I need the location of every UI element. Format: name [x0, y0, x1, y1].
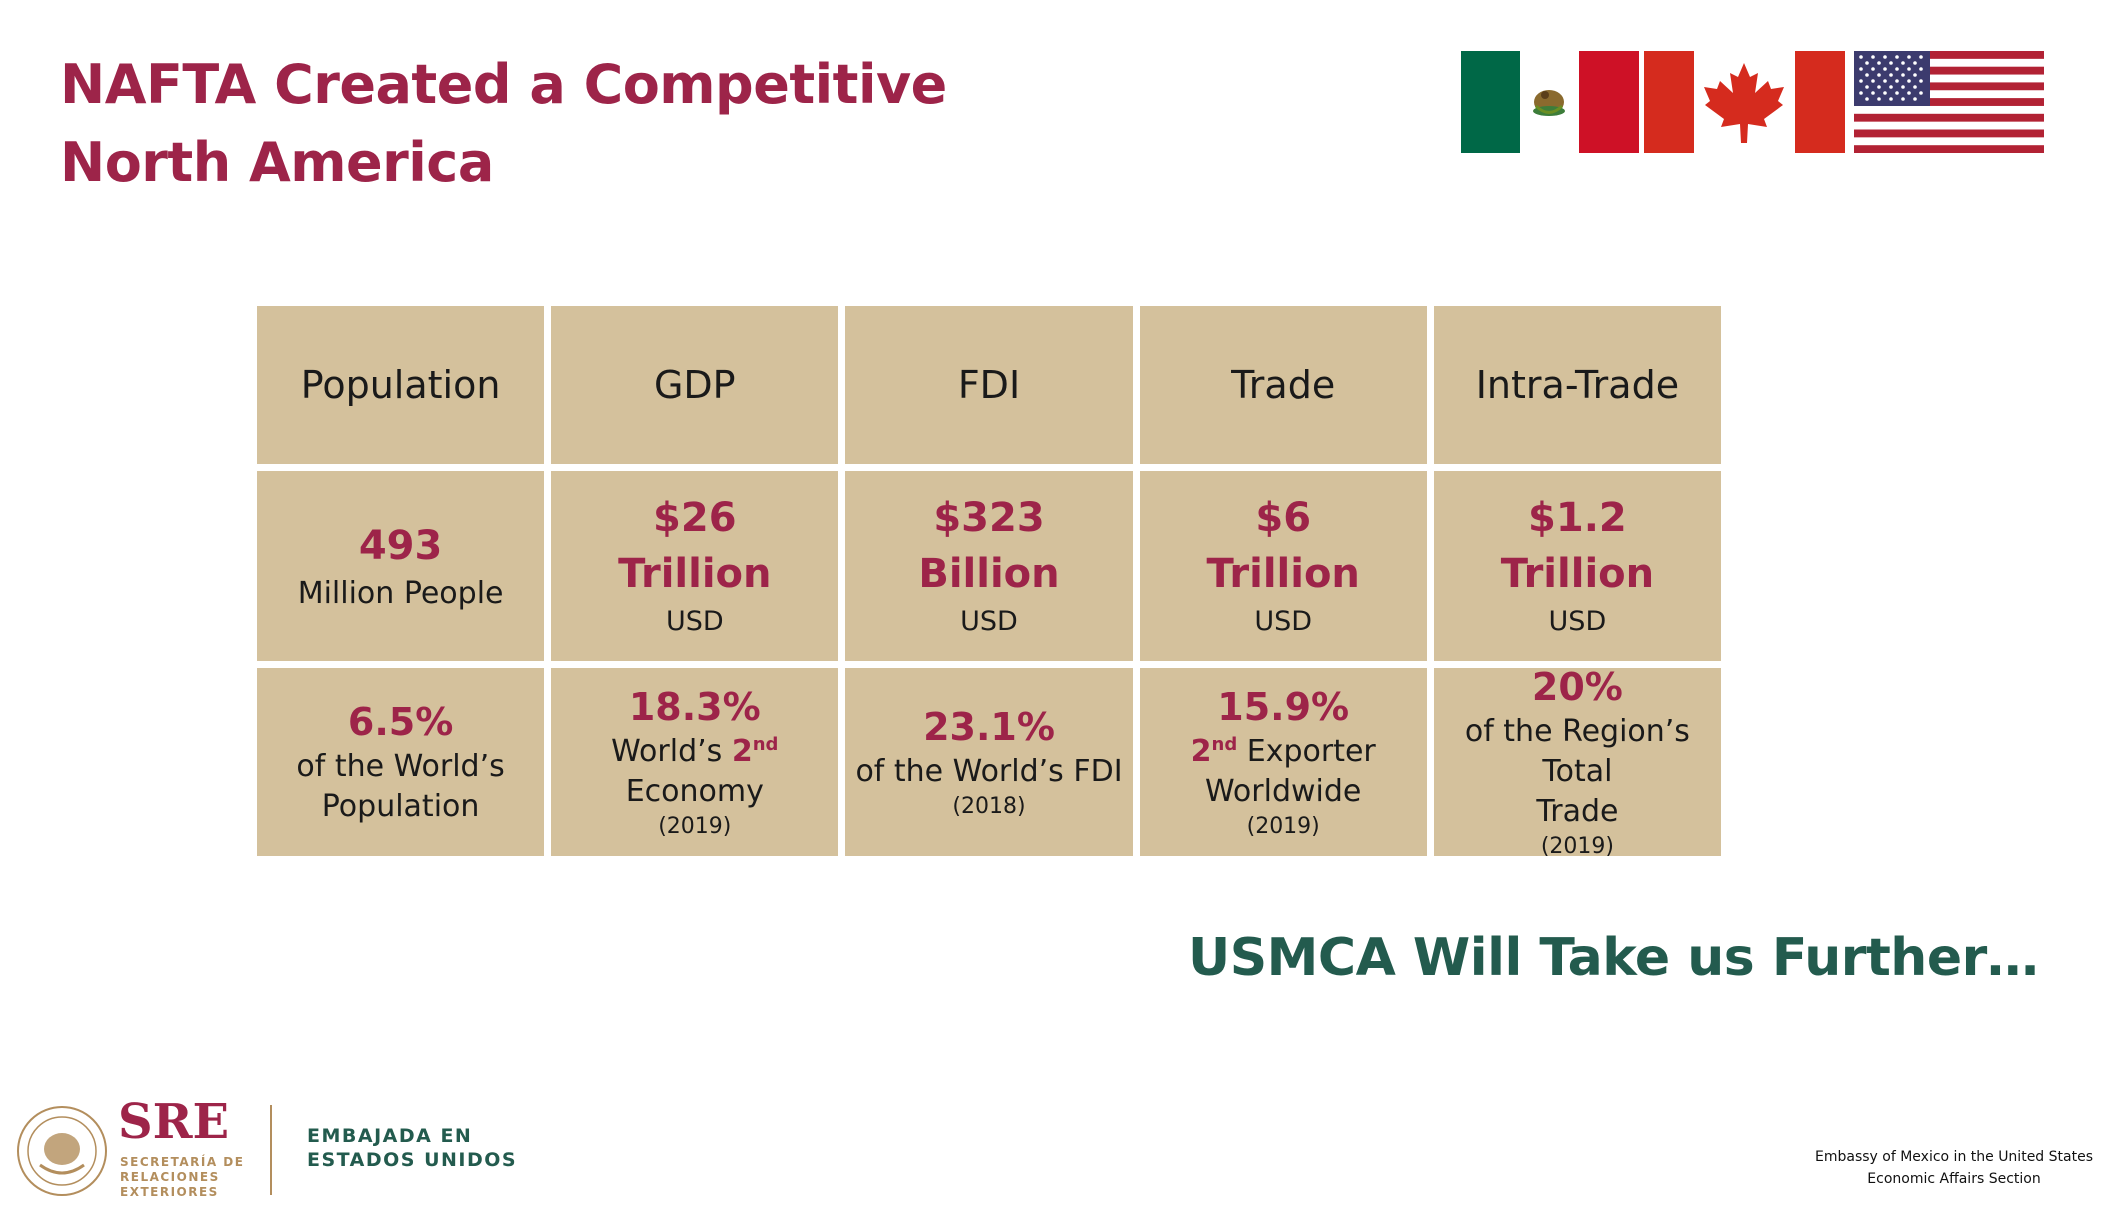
header-gdp: GDP: [551, 306, 839, 464]
sre-subtitle: SECRETARÍA DE RELACIONES EXTERIORES: [120, 1155, 244, 1200]
mexico-eagle-icon: [1533, 90, 1565, 116]
value-number: $323: [933, 495, 1045, 541]
sre-logo: SRE: [118, 1094, 230, 1150]
mexico-flag-icon: [1461, 51, 1520, 153]
value-currency: USD: [1548, 606, 1607, 637]
embajada-line-2: ESTADOS UNIDOS: [307, 1149, 518, 1171]
canada-flag-red: [1795, 51, 1845, 153]
usa-flag-icon: [1854, 51, 2044, 153]
canada-flag-center: [1694, 51, 1795, 153]
share-percent: 6.5%: [347, 700, 454, 744]
value-number: $1.2: [1528, 495, 1627, 541]
share-line-1: of the World’s FDI: [855, 754, 1123, 789]
sre-sub-line-2: RELACIONES: [120, 1170, 220, 1184]
share-gdp: 18.3% World’s 2nd Economy (2019): [551, 668, 839, 856]
value-unit: Million People: [297, 576, 504, 611]
embajada-label: EMBAJADA EN ESTADOS UNIDOS: [307, 1124, 517, 1172]
flags-strip: [1461, 51, 2044, 153]
share-line-1: World’s 2nd: [611, 732, 778, 772]
share-line-1: of the World’s: [296, 749, 505, 784]
value-fdi: $323 Billion USD: [845, 471, 1133, 661]
share-year: (2019): [658, 814, 732, 839]
share-year: (2019): [1540, 834, 1614, 859]
share-text: World’s: [611, 734, 732, 769]
value-unit: Billion: [918, 551, 1060, 597]
share-line-1: of the Region’s Total: [1464, 714, 1690, 789]
ordinal-suffix: nd: [752, 734, 779, 755]
title-line-2: North America: [60, 131, 494, 194]
value-currency: USD: [665, 606, 724, 637]
share-line-2: Economy: [625, 774, 764, 809]
share-line-1: 2nd Exporter: [1191, 732, 1376, 772]
embassy-line-2: Economic Affairs Section: [1867, 1171, 2041, 1187]
mexico-seal-icon: [17, 1106, 107, 1196]
sre-sub-line-1: SECRETARÍA DE: [120, 1155, 245, 1169]
share-year: (2018): [952, 794, 1026, 819]
header-intra-trade: Intra-Trade: [1433, 306, 1721, 464]
value-unit: Trillion: [1206, 551, 1360, 597]
tagline: USMCA Will Take us Further…: [1188, 928, 2039, 988]
share-percent: 15.9%: [1217, 685, 1350, 729]
share-year: (2019): [1246, 814, 1320, 839]
value-number: $6: [1255, 495, 1312, 541]
value-unit: Trillion: [618, 551, 772, 597]
maple-leaf-icon: [1704, 63, 1784, 143]
header-fdi: FDI: [845, 306, 1133, 464]
embassy-line-1: Embassy of Mexico in the United States: [1815, 1149, 2093, 1165]
embajada-line-1: EMBAJADA EN: [307, 1125, 473, 1147]
share-percent: 23.1%: [923, 705, 1055, 749]
value-number: 493: [358, 523, 443, 569]
value-currency: USD: [1254, 606, 1313, 637]
share-intra-trade: 20% of the Region’s Total Trade (2019): [1433, 665, 1721, 859]
mexico-flag-red: [1579, 51, 1639, 153]
share-percent: 20%: [1531, 665, 1623, 709]
embassy-credit: Embassy of Mexico in the United States E…: [1815, 1146, 2093, 1190]
value-population: 493 Million People: [257, 471, 545, 661]
canada-flag-icon: [1644, 51, 1694, 153]
ordinal-suffix: nd: [1211, 734, 1238, 755]
footer-divider: [270, 1105, 272, 1195]
value-trade: $6 Trillion USD: [1139, 471, 1427, 661]
value-intra-trade: $1.2 Trillion USD: [1433, 471, 1721, 661]
ordinal: 2nd: [732, 734, 779, 769]
share-line-2: Population: [321, 789, 480, 824]
value-currency: USD: [960, 606, 1018, 637]
page-title: NAFTA Created a Competitive North Americ…: [60, 46, 947, 202]
value-gdp: $26 Trillion USD: [551, 471, 839, 661]
share-line-2: Trade: [1536, 794, 1619, 829]
stats-table: Population GDP FDI Trade Intra-Trade 493…: [257, 306, 1721, 859]
value-number: $26: [653, 495, 737, 541]
header-population: Population: [257, 306, 545, 464]
value-unit: Trillion: [1500, 551, 1655, 597]
share-text: Exporter: [1237, 734, 1376, 769]
header-trade: Trade: [1139, 306, 1427, 464]
ordinal: 2nd: [1191, 734, 1238, 769]
share-percent: 18.3%: [628, 685, 761, 729]
share-trade: 15.9% 2nd Exporter Worldwide (2019): [1139, 668, 1427, 856]
share-fdi: 23.1% of the World’s FDI (2018): [845, 668, 1133, 856]
share-line-2: Worldwide: [1205, 774, 1362, 809]
usa-flag-graphic: [1854, 51, 2044, 153]
sre-sub-line-3: EXTERIORES: [120, 1185, 219, 1199]
title-line-1: NAFTA Created a Competitive: [60, 53, 947, 116]
ordinal-number: 2: [731, 734, 753, 769]
ordinal-number: 2: [1190, 734, 1212, 769]
share-population: 6.5% of the World’s Population: [257, 668, 545, 856]
mexico-flag-center: [1520, 51, 1579, 153]
